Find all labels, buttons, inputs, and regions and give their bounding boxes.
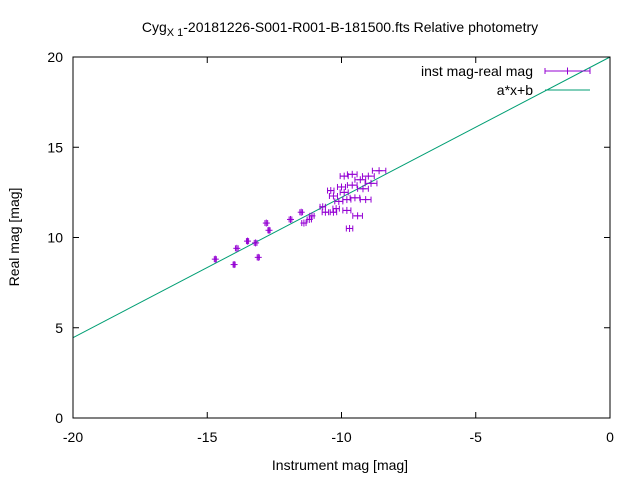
data-point <box>342 206 352 214</box>
y-axis-label: Real mag [mag] <box>6 188 22 287</box>
data-point <box>334 197 344 205</box>
legend-symbol-data <box>544 67 591 75</box>
x-tick-label: -10 <box>331 429 351 445</box>
chart-title-subscript: X 1 <box>167 27 184 39</box>
data-point <box>321 208 330 216</box>
x-tick-label: -20 <box>63 429 83 445</box>
data-point <box>345 224 354 232</box>
data-point <box>357 185 369 193</box>
data-point <box>349 194 361 202</box>
data-point <box>286 215 294 223</box>
data-point <box>252 239 260 247</box>
data-point <box>336 183 347 191</box>
data-point <box>332 205 340 213</box>
y-tick-label: 5 <box>55 320 63 336</box>
data-point <box>254 253 262 261</box>
data-point <box>361 172 375 180</box>
y-tick-label: 0 <box>55 410 63 426</box>
data-point <box>300 219 308 227</box>
data-point <box>308 212 316 220</box>
y-tick-label: 10 <box>47 230 63 246</box>
legend: inst mag-real mag a*x+b <box>421 63 591 98</box>
legend-label-fit: a*x+b <box>497 82 533 98</box>
data-point <box>244 237 252 245</box>
data-point <box>230 261 238 269</box>
chart-title: CygX 1-20181226-S001-R001-B-181500.fts R… <box>142 19 538 39</box>
data-point <box>297 208 305 216</box>
data-point <box>329 208 338 216</box>
y-tick-label: 15 <box>47 139 63 155</box>
data-point <box>359 196 372 204</box>
x-tick-label: -5 <box>470 429 483 445</box>
fit-line <box>72 56 611 339</box>
data-point <box>352 212 363 220</box>
data-point <box>327 187 335 195</box>
plot-frame <box>72 56 611 419</box>
x-tick-label: 0 <box>606 429 614 445</box>
data-point <box>364 179 378 187</box>
x-tick-label: -15 <box>197 429 217 445</box>
data-point <box>328 192 338 200</box>
data-point <box>233 244 241 252</box>
data-point <box>339 188 349 196</box>
y-tick-label: 20 <box>47 49 63 65</box>
data-point <box>346 181 358 189</box>
data-point <box>354 176 367 184</box>
data-point <box>265 226 273 234</box>
data-point <box>371 167 387 175</box>
data-point <box>305 215 313 223</box>
legend-label-data: inst mag-real mag <box>421 63 533 79</box>
data-point <box>262 219 270 227</box>
data-point <box>346 170 358 178</box>
x-axis-label: Instrument mag [mag] <box>272 457 408 473</box>
data-point <box>211 255 219 263</box>
